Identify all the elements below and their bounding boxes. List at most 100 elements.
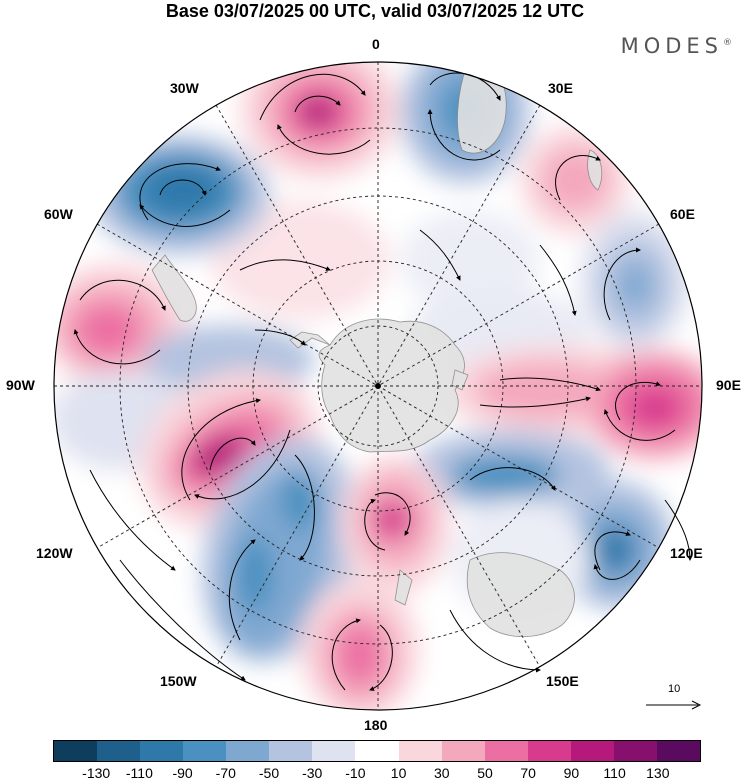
south-america xyxy=(151,254,197,322)
streamline xyxy=(119,559,246,681)
colorbar-segment xyxy=(140,741,184,761)
lon-label-180: 180 xyxy=(364,717,388,733)
streamline xyxy=(79,279,166,311)
colorbar-tick-label: 90 xyxy=(563,765,580,781)
new-zealand xyxy=(394,569,413,606)
negative-anomaly-core xyxy=(282,470,318,530)
streamline xyxy=(664,499,693,561)
colorbar xyxy=(53,740,701,762)
negative-anomaly-core xyxy=(595,528,635,572)
colorbar-segment xyxy=(269,741,313,761)
lon-label-30e: 30E xyxy=(548,80,573,96)
streamline xyxy=(139,204,231,227)
positive-anomaly xyxy=(475,362,615,418)
antarctic-peninsula xyxy=(289,331,331,349)
colorbar-segment xyxy=(613,741,657,761)
streamline xyxy=(277,124,371,155)
streamline xyxy=(294,95,341,113)
streamline xyxy=(427,109,501,161)
colorbar-tick-label: 70 xyxy=(520,765,536,781)
weak-positive-region xyxy=(210,200,390,320)
colorbar-segment xyxy=(527,741,571,761)
colorbar-segment xyxy=(183,741,227,761)
lon-label-90e: 90E xyxy=(716,377,741,393)
registered-mark: ® xyxy=(723,38,732,48)
lon-label-60e: 60E xyxy=(670,206,695,222)
streamline xyxy=(364,498,386,551)
colorbar-ticks: -130 -110 -90 -70 -50 -30 -10 10 30 50 70 90 110 130 xyxy=(53,765,701,783)
positive-anomaly-core xyxy=(338,625,382,685)
colorbar-tick-label: 30 xyxy=(434,765,450,781)
negative-anomaly-core xyxy=(144,166,220,214)
streamline xyxy=(594,531,631,571)
colorbar-segment xyxy=(484,741,528,761)
colorbar-tick-label: 10 xyxy=(390,765,407,781)
streamline xyxy=(539,244,577,316)
brand-text: MODES xyxy=(620,34,723,58)
streamline xyxy=(331,618,361,691)
weak-negative-region xyxy=(400,210,540,310)
lon-label-90w: 90W xyxy=(6,377,35,393)
positive-anomaly-core xyxy=(372,500,412,540)
positive-anomaly-core xyxy=(298,96,338,128)
colorbar-tick-label: 50 xyxy=(477,765,493,781)
streamline xyxy=(499,377,601,392)
colorbar-tick-label: 110 xyxy=(603,765,626,781)
colorbar-segment xyxy=(54,741,98,761)
wind-streamlines xyxy=(73,72,693,691)
streamline xyxy=(603,247,641,321)
streamline xyxy=(479,396,591,408)
negative-anomaly-core xyxy=(237,537,273,613)
colorbar-tick-label: -90 xyxy=(172,765,193,781)
streamline xyxy=(419,229,461,281)
reference-vector-value: 10 xyxy=(668,683,681,695)
streamline xyxy=(259,73,366,121)
lon-label-120e: 120E xyxy=(670,545,703,561)
south-pole-dot xyxy=(375,383,381,389)
australia xyxy=(466,552,575,638)
streamline xyxy=(209,437,256,471)
colorbar-tick-label: -70 xyxy=(215,765,236,781)
streamline xyxy=(228,539,256,641)
colorbar-tick-label: -50 xyxy=(258,765,280,781)
streamline xyxy=(89,469,176,571)
colorbar-tick-label: -30 xyxy=(302,765,323,781)
negative-anomaly-core xyxy=(617,261,653,309)
colorbar-segment xyxy=(570,741,614,761)
colorbar-tick-label: -10 xyxy=(345,765,366,781)
kerguelen-area xyxy=(451,369,469,391)
streamline xyxy=(239,259,331,271)
colorbar-segment xyxy=(656,741,700,761)
colorbar-tick-label: -110 xyxy=(125,765,153,781)
lon-label-60w: 60W xyxy=(44,206,73,222)
lon-label-0: 0 xyxy=(372,36,380,52)
positive-anomaly-core xyxy=(190,434,246,476)
colorbar-segment xyxy=(355,741,399,761)
streamline xyxy=(374,492,411,536)
reference-vector: 10 xyxy=(640,683,710,713)
lon-label-30w: 30W xyxy=(170,80,199,96)
reference-arrow-icon xyxy=(646,700,702,710)
streamline xyxy=(615,381,661,421)
colorbar-segment xyxy=(441,741,485,761)
streamline xyxy=(469,467,556,491)
colorbar-tick-label: 130 xyxy=(646,765,670,781)
colorbar-segment xyxy=(312,741,356,761)
negative-anomaly-core xyxy=(450,455,560,495)
chart-title: Base 03/07/2025 00 UTC, valid 03/07/2025… xyxy=(165,1,585,21)
colorbar-segment xyxy=(97,741,141,761)
lon-label-150w: 150W xyxy=(160,673,197,689)
streamline xyxy=(294,454,315,561)
colorbar-segment xyxy=(226,741,270,761)
streamline xyxy=(159,179,207,196)
streamline xyxy=(254,329,306,346)
lon-label-120w: 120W xyxy=(36,545,73,561)
streamline xyxy=(369,624,393,691)
map-boundary xyxy=(53,61,703,711)
modes-logo: MODES® xyxy=(621,34,732,58)
streamline xyxy=(603,409,676,441)
positive-anomaly-core xyxy=(629,388,681,428)
lon-label-150e: 150E xyxy=(546,673,579,689)
streamline xyxy=(73,329,161,365)
